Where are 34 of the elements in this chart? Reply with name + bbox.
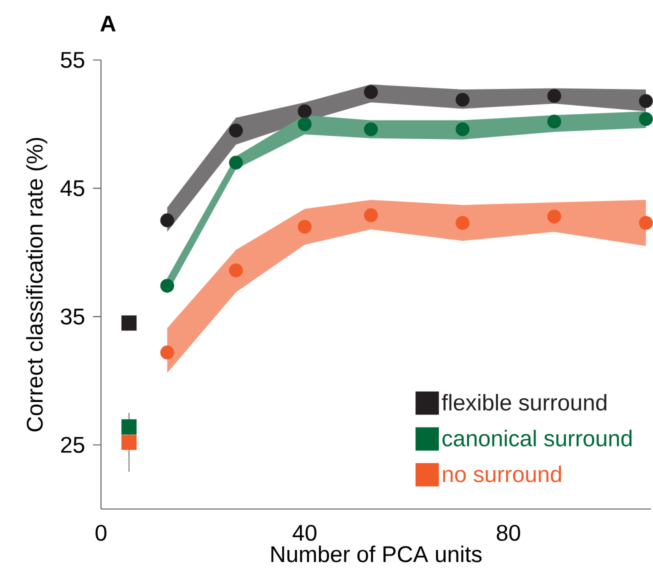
y-tick-label: 25 bbox=[61, 436, 84, 453]
y-axis-title: Correct classification rate (%) bbox=[26, 138, 48, 432]
point bbox=[160, 278, 174, 293]
point bbox=[229, 124, 243, 138]
point bbox=[547, 88, 562, 103]
y-tick-label: 45 bbox=[60, 180, 84, 196]
x-tick-label: 40 bbox=[292, 524, 316, 541]
point bbox=[160, 213, 174, 228]
chart-title: A bbox=[100, 16, 116, 32]
point bbox=[229, 263, 243, 278]
legend-label: no surround bbox=[443, 466, 562, 482]
point bbox=[298, 117, 312, 132]
point bbox=[364, 208, 378, 222]
point bbox=[547, 114, 562, 129]
point bbox=[160, 346, 174, 360]
point bbox=[547, 210, 562, 224]
x-tick-label: 80 bbox=[496, 524, 520, 541]
point bbox=[229, 156, 243, 170]
y-tick-label: 35 bbox=[60, 308, 84, 325]
y-tick-label: 55 bbox=[60, 52, 84, 68]
point bbox=[364, 122, 378, 136]
point bbox=[121, 315, 137, 331]
point bbox=[298, 220, 312, 234]
x-axis-title: Number of PCA units bbox=[271, 546, 482, 562]
legend-label: canonical surround bbox=[442, 430, 632, 446]
legend-label: flexible surround bbox=[442, 394, 606, 411]
point bbox=[364, 85, 378, 100]
x-tick-label: 0 bbox=[96, 524, 106, 541]
point bbox=[121, 434, 137, 450]
point bbox=[298, 104, 312, 118]
point bbox=[456, 122, 470, 136]
point bbox=[121, 419, 137, 434]
point bbox=[456, 92, 470, 107]
point bbox=[456, 216, 470, 230]
